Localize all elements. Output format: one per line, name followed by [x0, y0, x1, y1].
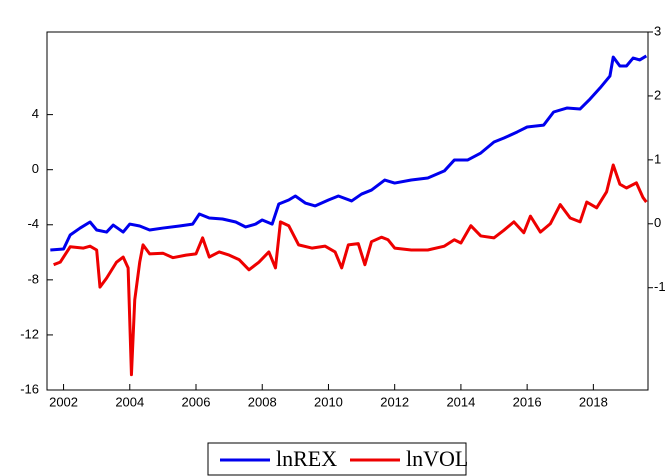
y2-tick-label: -1	[654, 279, 666, 294]
x-tick-label: 2010	[314, 394, 343, 409]
legend-label: lnVOL	[406, 446, 468, 471]
y-tick-label: 4	[32, 106, 39, 121]
x-tick-label: 2016	[513, 394, 542, 409]
y2-tick-label: 3	[654, 23, 661, 38]
legend-label: lnREX	[276, 446, 337, 471]
y-tick-label: -12	[20, 326, 39, 341]
y-tick-label: -4	[27, 216, 39, 231]
x-tick-label: 2008	[248, 394, 277, 409]
x-tick-label: 2006	[182, 394, 211, 409]
y2-tick-label: 2	[654, 87, 661, 102]
x-tick-label: 2012	[380, 394, 409, 409]
x-tick-label: 2014	[446, 394, 475, 409]
x-tick-label: 2004	[115, 394, 144, 409]
y-tick-label: 0	[32, 161, 39, 176]
y2-tick-label: 1	[654, 151, 661, 166]
x-tick-label: 2002	[49, 394, 78, 409]
y-tick-label: -16	[20, 381, 39, 396]
plot-frame	[46, 31, 649, 391]
series-line	[53, 163, 648, 377]
y2-tick-label: 0	[654, 215, 661, 230]
series-line	[50, 54, 648, 252]
y-tick-label: -8	[27, 271, 39, 286]
x-tick-label: 2018	[579, 394, 608, 409]
